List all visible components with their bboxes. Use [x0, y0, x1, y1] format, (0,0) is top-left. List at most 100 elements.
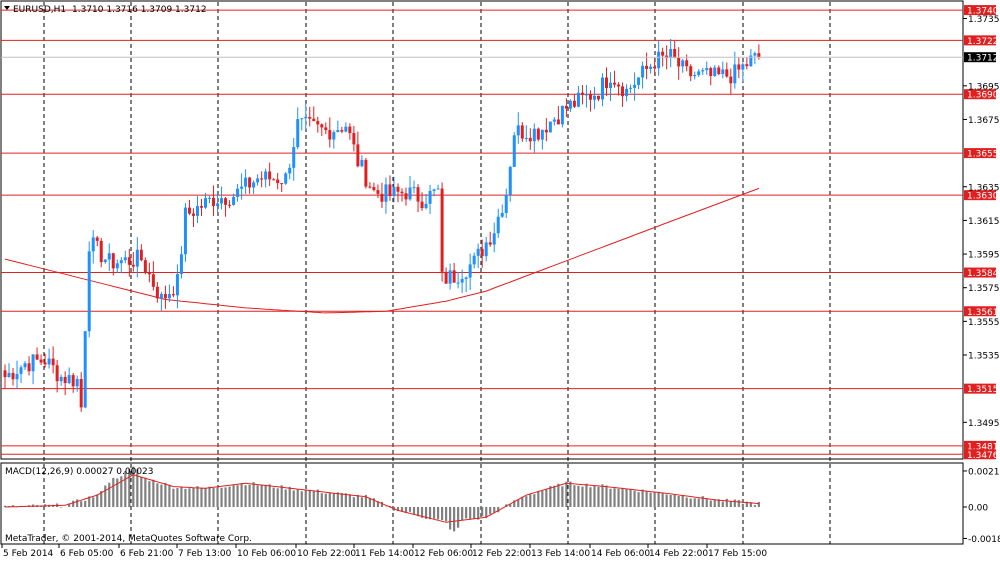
candle-body: [400, 191, 404, 194]
candle-body: [123, 257, 127, 261]
candle-body: [436, 188, 440, 190]
candle-body: [292, 147, 296, 168]
candle-body: [55, 365, 59, 382]
candle-body: [191, 213, 195, 216]
candle-body: [572, 100, 576, 107]
candle-body: [729, 76, 733, 84]
candle-body: [139, 249, 143, 261]
level-label: 1.3561: [967, 308, 999, 318]
candlesticks: [3, 38, 761, 412]
candle-body: [83, 331, 87, 408]
candle-body: [228, 204, 232, 206]
candle-body: [59, 376, 63, 382]
moving-average: [4, 187, 760, 314]
candle-body: [681, 60, 685, 67]
time-tick-label: 11 Feb 14:00: [355, 549, 414, 559]
candle-body: [396, 186, 400, 192]
candle-body: [685, 60, 689, 67]
candle-body: [23, 363, 27, 368]
candle-body: [183, 207, 187, 255]
candle-body: [532, 128, 536, 142]
candle-body: [536, 128, 540, 140]
level-label: 1.3690: [967, 91, 999, 101]
candle-body: [496, 216, 500, 234]
ma-line: [4, 187, 760, 314]
level-label-box: [964, 35, 996, 46]
price-tick-label: 1.3575: [968, 284, 1000, 294]
level-label-box: [964, 5, 996, 16]
candle-body: [641, 65, 645, 78]
candle-body: [552, 119, 556, 122]
candle-body: [484, 242, 488, 257]
candle-body: [625, 88, 629, 97]
candle-body: [512, 135, 516, 167]
candle-body: [609, 82, 613, 89]
dropdown-triangle-icon[interactable]: [4, 6, 10, 10]
macd-tick-label: 0.00212: [968, 467, 1000, 477]
candle-body: [236, 188, 240, 197]
time-tick-label: 10 Feb 06:00: [237, 549, 296, 559]
candle-body: [697, 71, 701, 76]
candle-body: [348, 126, 352, 134]
candle-body: [733, 64, 737, 84]
candle-body: [468, 264, 472, 278]
level-label: 1.3476: [967, 451, 999, 461]
current-price-line: 1.3712: [1, 52, 999, 64]
candle-body: [63, 376, 67, 384]
candle-body: [713, 67, 717, 76]
price-panel: [0, 0, 964, 460]
candle-body: [629, 87, 633, 89]
candle-body: [107, 253, 111, 260]
candle-body: [224, 198, 228, 205]
candle-body: [199, 206, 203, 208]
candle-body: [7, 372, 11, 378]
candle-body: [444, 271, 448, 284]
level-label: 1.3630: [967, 192, 999, 202]
candle-body: [388, 184, 392, 197]
candle-body: [67, 375, 71, 384]
candle-body: [757, 53, 761, 58]
candle-body: [316, 121, 320, 125]
candle-body: [689, 66, 693, 77]
candle-body: [456, 282, 460, 284]
time-tick-label: 13 Feb 14:00: [531, 549, 590, 559]
candle-body: [336, 130, 340, 133]
candle-body: [356, 144, 360, 167]
candle-body: [528, 137, 532, 142]
level-label-box: [964, 267, 996, 278]
candle-body: [404, 193, 408, 200]
candle-body: [288, 167, 292, 174]
candle-body: [613, 82, 617, 85]
level-label: 1.3515: [967, 385, 999, 395]
candle-body: [216, 203, 220, 206]
macd-tick-label: 0.00: [968, 504, 988, 514]
candle-body: [749, 55, 753, 67]
candle-body: [268, 171, 272, 180]
time-tick-label: 6 Feb 05:00: [60, 549, 114, 559]
candle-body: [737, 64, 741, 70]
candle-body: [252, 182, 256, 188]
candle-body: [693, 75, 697, 77]
price-tick-label: 1.3555: [968, 318, 1000, 328]
candle-body: [568, 100, 572, 109]
candle-body: [596, 95, 600, 100]
candle-body: [35, 354, 39, 360]
price-tick-label: 1.3675: [968, 116, 1000, 126]
level-label-box: [964, 190, 996, 201]
level-label-box: [964, 449, 996, 460]
candle-body: [27, 363, 31, 372]
candle-body: [605, 77, 608, 89]
candle-body: [745, 64, 749, 67]
candle-body: [31, 354, 35, 372]
candle-body: [504, 194, 508, 213]
candle-body: [131, 264, 135, 267]
candle-body: [272, 179, 276, 181]
ohlc-label: 1.3710 1.3716 1.3709 1.3712: [72, 5, 207, 15]
candle-body: [480, 248, 484, 257]
candle-body: [705, 68, 709, 71]
candle-body: [187, 207, 191, 214]
time-tick-label: 12 Feb 22:00: [472, 549, 531, 559]
candle-body: [592, 95, 596, 100]
candle-body: [560, 105, 564, 125]
price-tick-label: 1.3595: [968, 251, 1000, 261]
